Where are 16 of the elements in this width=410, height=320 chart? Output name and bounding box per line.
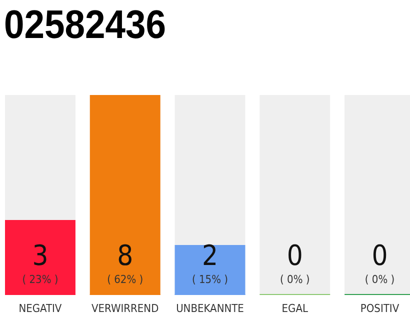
data-label: 0: [372, 239, 388, 272]
x-tick-label: UNBEKANNTE: [176, 302, 244, 315]
data-label: 8: [117, 239, 134, 272]
annotation: ( 0% ): [280, 273, 310, 286]
annotation: ( 62% ): [107, 273, 144, 286]
x-tick-label: EGAL: [282, 302, 308, 315]
annotation: ( 15% ): [192, 273, 228, 286]
annotation: ( 23% ): [22, 273, 58, 286]
data-label: 2: [202, 239, 218, 272]
annotation: ( 0% ): [364, 273, 395, 286]
data-label: 0: [286, 239, 303, 272]
x-tick-label: VERWIRREND: [92, 302, 160, 315]
x-tick-label: NEGATIV: [18, 302, 62, 315]
chart-title: 02582436: [4, 3, 182, 47]
data-label: 3: [32, 239, 48, 272]
x-tick-label: POSITIV: [360, 302, 400, 315]
